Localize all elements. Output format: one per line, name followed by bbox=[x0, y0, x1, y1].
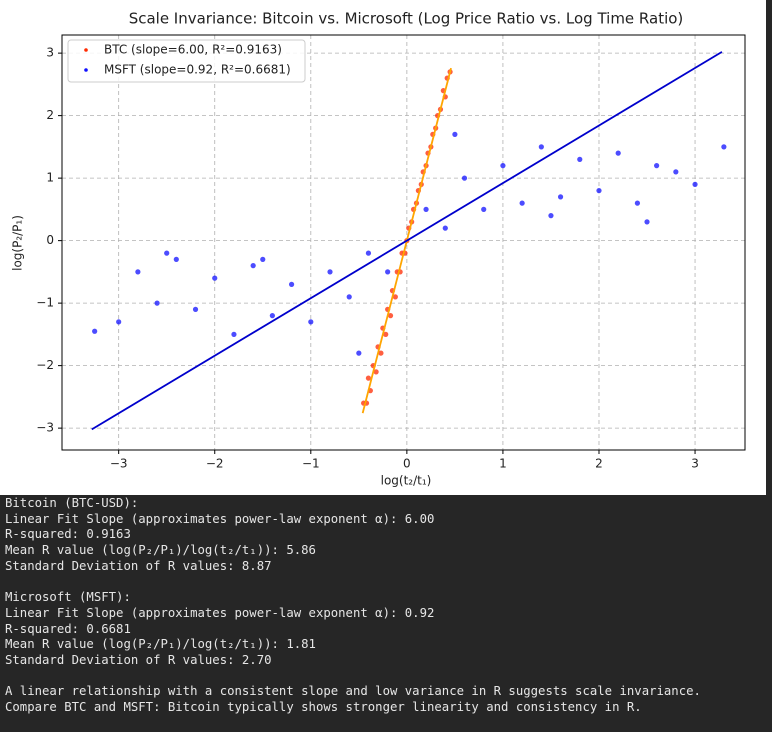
output-line: Mean R value (log(P₂/P₁)/log(t₂/t₁)): 1.… bbox=[5, 637, 316, 652]
point bbox=[423, 206, 429, 212]
legend-marker bbox=[84, 68, 88, 72]
point bbox=[387, 313, 394, 319]
output-line: R-squared: 0.9163 bbox=[5, 527, 131, 542]
point bbox=[721, 144, 727, 150]
y-tick-label: −1 bbox=[36, 296, 54, 310]
output-block: Bitcoin (BTC-USD): Linear Fit Slope (appr… bbox=[5, 496, 770, 575]
point bbox=[596, 188, 602, 194]
point bbox=[500, 163, 506, 169]
output-line: Bitcoin (BTC-USD): bbox=[5, 496, 139, 510]
chart-title: Scale Invariance: Bitcoin vs. Microsoft … bbox=[129, 10, 684, 28]
point bbox=[452, 131, 458, 137]
point bbox=[577, 156, 583, 162]
point bbox=[378, 350, 384, 356]
point bbox=[365, 250, 372, 256]
point bbox=[615, 150, 621, 156]
y-tick-label: 1 bbox=[46, 171, 54, 185]
point bbox=[260, 256, 266, 262]
plot-frame bbox=[61, 34, 746, 451]
point bbox=[519, 200, 525, 206]
point bbox=[442, 225, 448, 231]
point bbox=[212, 275, 218, 281]
x-tick-label: −3 bbox=[110, 457, 128, 471]
output-line: Linear Fit Slope (approximates power-law… bbox=[5, 511, 435, 526]
point bbox=[644, 219, 650, 225]
point bbox=[557, 194, 564, 200]
point bbox=[288, 281, 295, 287]
output-line: Standard Deviation of R values: 8.87 bbox=[5, 558, 272, 573]
point bbox=[548, 213, 554, 219]
text-output: Bitcoin (BTC-USD): Linear Fit Slope (appr… bbox=[5, 496, 770, 732]
point bbox=[154, 300, 160, 306]
legend-label: BTC (slope=6.00, R²=0.9163) bbox=[104, 43, 282, 57]
point bbox=[135, 269, 141, 275]
output-block: A linear relationship with a consistent … bbox=[5, 684, 770, 715]
y-tick-label: 3 bbox=[46, 46, 54, 60]
chart: Scale Invariance: Bitcoin vs. Microsoft … bbox=[0, 0, 766, 495]
legend-box bbox=[67, 39, 306, 83]
output-line: Mean R value (log(P₂/P₁)/log(t₂/t₁)): 5.… bbox=[5, 543, 316, 558]
x-tick-label: 2 bbox=[595, 457, 603, 471]
point bbox=[356, 350, 362, 356]
y-tick-label: −2 bbox=[36, 358, 54, 372]
x-tick-label: 3 bbox=[691, 457, 699, 471]
point bbox=[231, 331, 237, 337]
output-line: Linear Fit Slope (approximates power-law… bbox=[5, 605, 435, 620]
output-line: Standard Deviation of R values: 2.70 bbox=[5, 653, 272, 668]
output-line: R-squared: 0.6681 bbox=[5, 621, 131, 636]
point bbox=[250, 263, 256, 269]
point bbox=[673, 169, 679, 175]
point bbox=[385, 269, 391, 275]
x-tick-label: −2 bbox=[206, 457, 224, 471]
point bbox=[173, 256, 179, 262]
point bbox=[346, 294, 352, 300]
y-tick-label: −3 bbox=[36, 421, 54, 435]
point bbox=[692, 181, 698, 187]
x-axis-label: log(t₂/t₁) bbox=[381, 474, 432, 488]
point bbox=[365, 375, 372, 381]
point bbox=[92, 328, 98, 334]
point bbox=[116, 319, 122, 325]
legend-marker bbox=[84, 48, 88, 52]
fit-line bbox=[91, 51, 723, 431]
point bbox=[538, 144, 544, 150]
point bbox=[481, 206, 487, 212]
point bbox=[164, 250, 170, 256]
point bbox=[654, 163, 660, 169]
point bbox=[373, 369, 379, 375]
x-tick-label: 1 bbox=[499, 457, 507, 471]
point bbox=[383, 331, 389, 337]
output-line: Microsoft (MSFT): bbox=[5, 590, 131, 605]
legend-label: MSFT (slope=0.92, R²=0.6681) bbox=[104, 63, 291, 77]
point bbox=[327, 269, 333, 275]
point bbox=[634, 200, 641, 206]
y-tick-label: 0 bbox=[46, 233, 54, 247]
y-tick-label: 2 bbox=[46, 108, 54, 122]
point bbox=[392, 294, 398, 300]
x-tick-label: 0 bbox=[403, 457, 411, 471]
point bbox=[192, 306, 199, 312]
point bbox=[308, 319, 314, 325]
x-tick-label: −1 bbox=[302, 457, 320, 471]
y-axis-label: log(P₂/P₁) bbox=[11, 215, 25, 271]
output-line: A linear relationship with a consistent … bbox=[5, 684, 701, 699]
point bbox=[269, 313, 275, 319]
output-line: Compare BTC and MSFT: Bitcoin typically … bbox=[5, 700, 642, 715]
point bbox=[461, 175, 468, 181]
output-block: Microsoft (MSFT): Linear Fit Slope (appro… bbox=[5, 590, 770, 669]
